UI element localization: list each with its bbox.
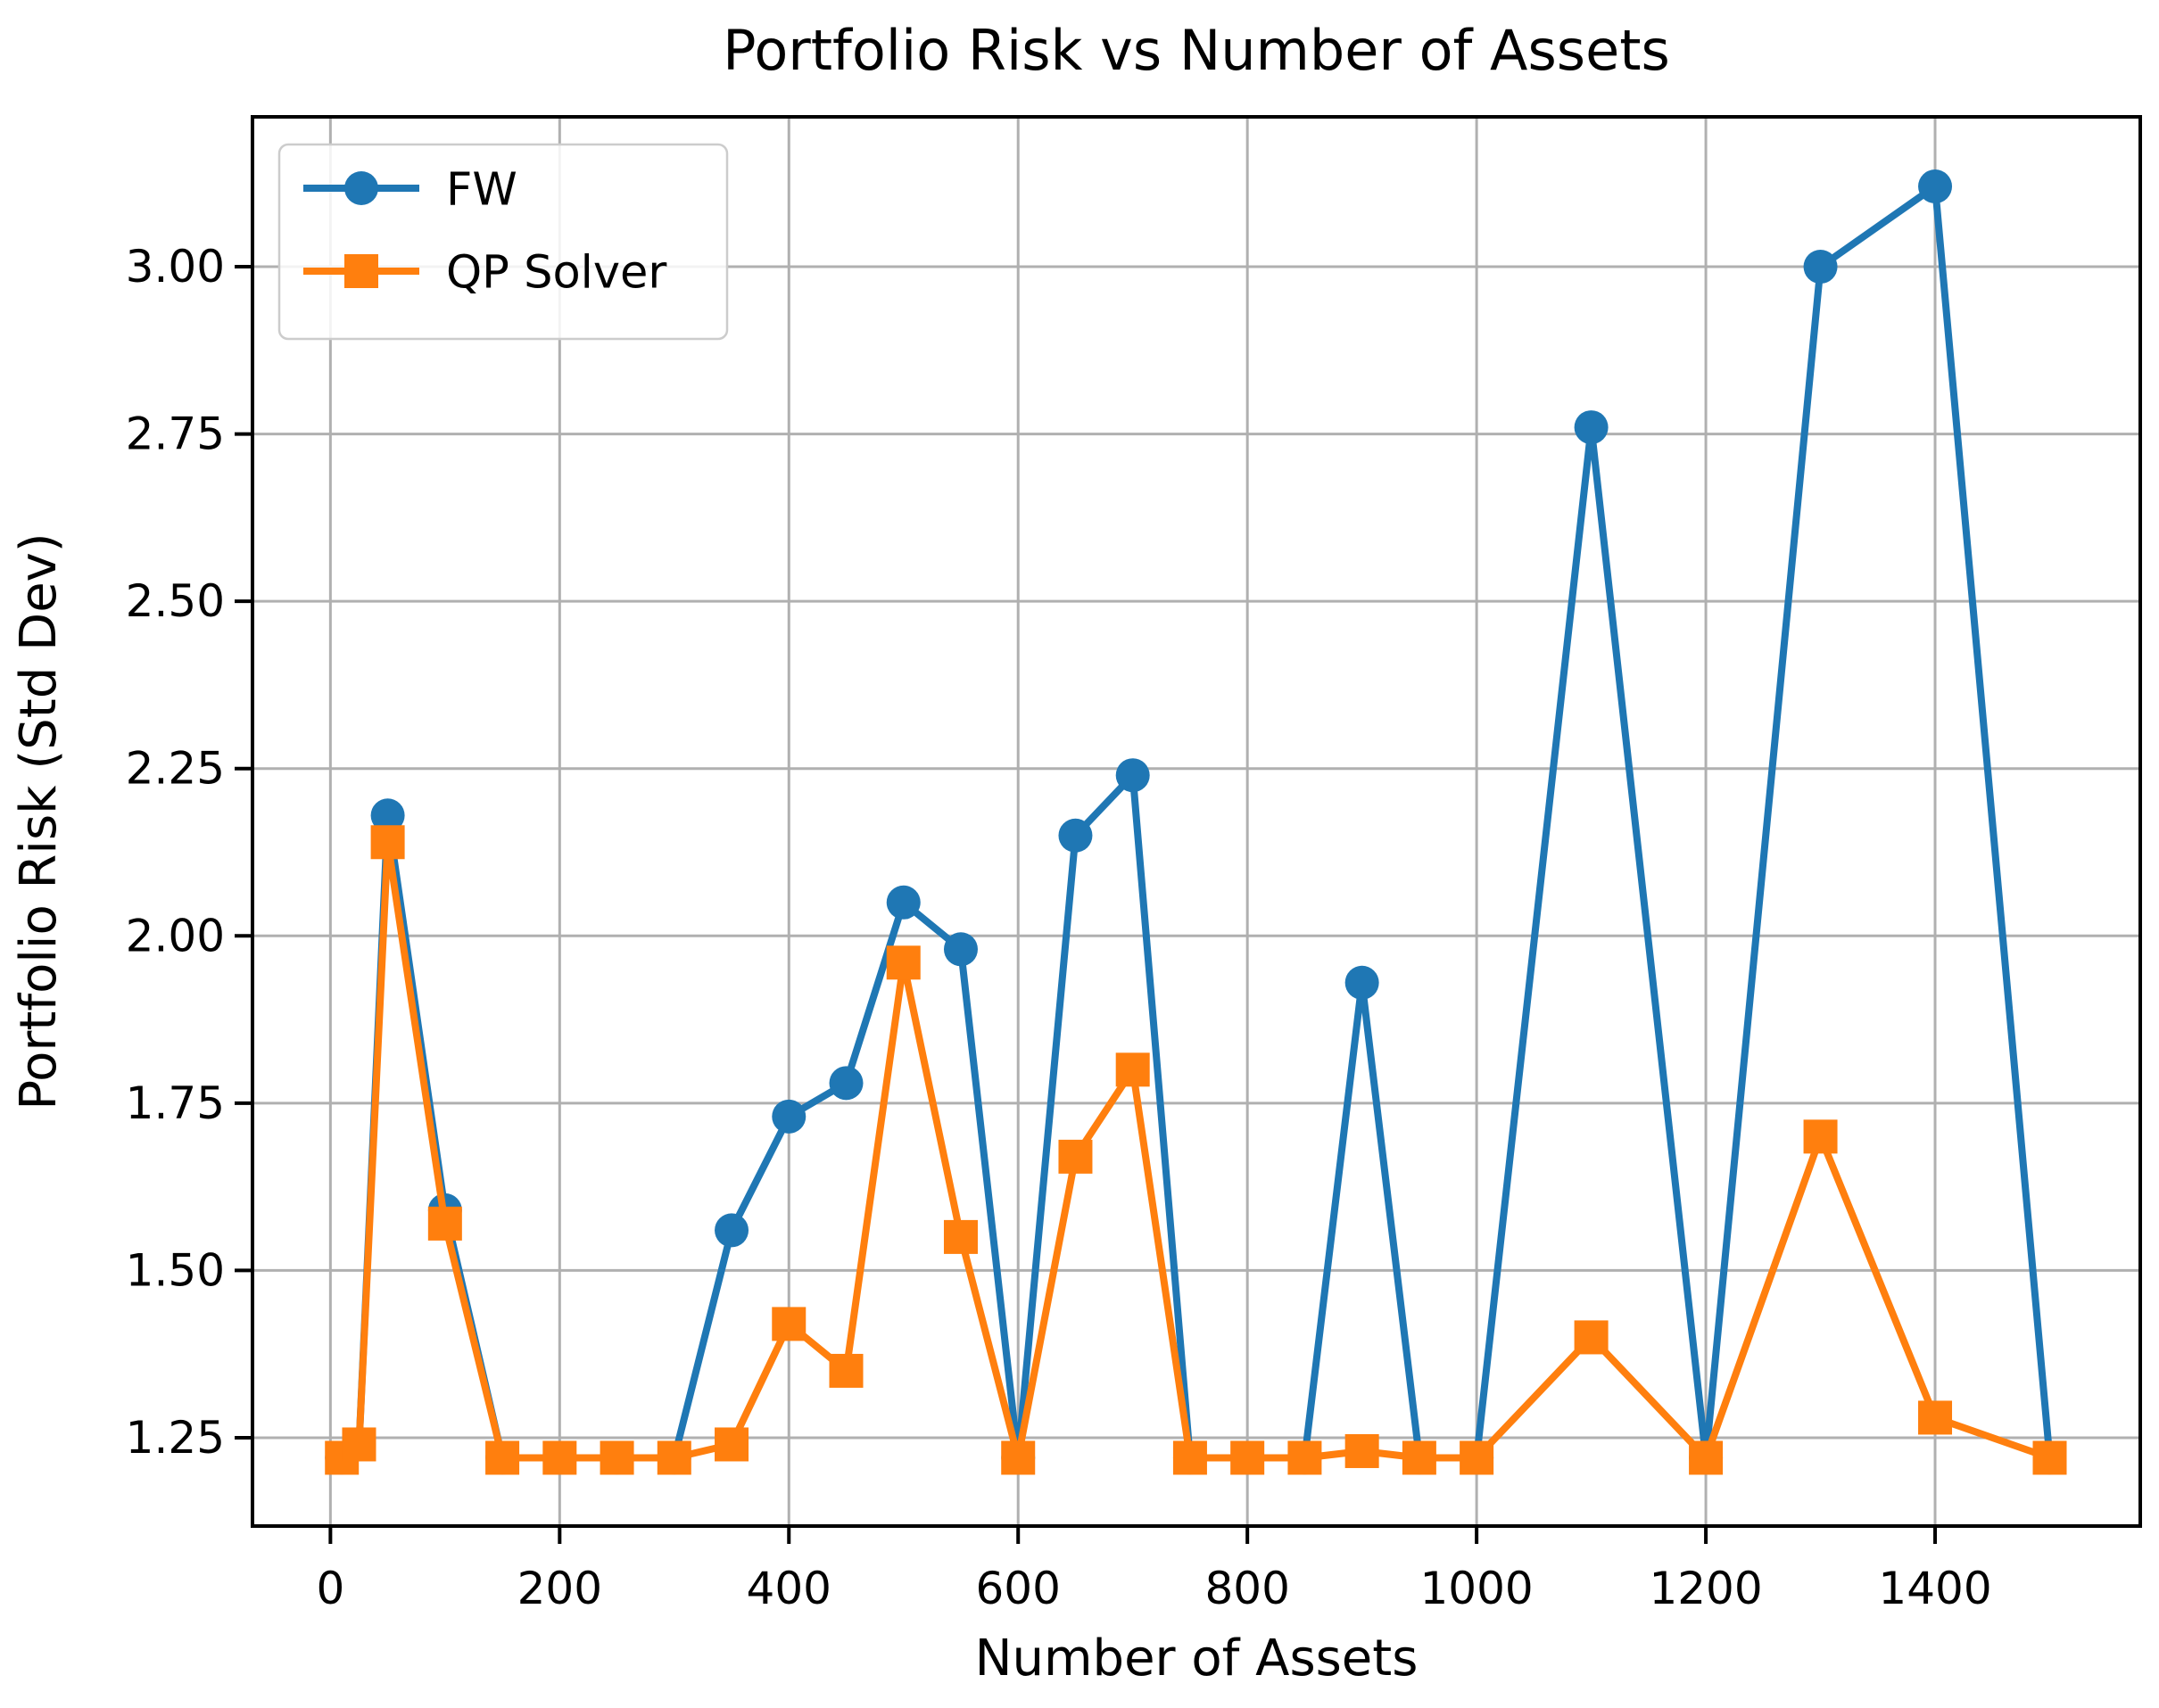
plot-border [251, 115, 2142, 1528]
data-point-square [829, 1353, 864, 1388]
data-point-square [600, 1440, 634, 1475]
y-tick-label: 2.50 [126, 575, 225, 627]
y-tick-label: 1.25 [126, 1412, 225, 1464]
x-tick-label: 800 [1204, 1563, 1289, 1614]
data-point-circle [1115, 758, 1150, 793]
data-point-square [1287, 1440, 1322, 1475]
data-point-square [1689, 1440, 1724, 1475]
data-series [325, 169, 2067, 1475]
data-point-square [886, 945, 921, 980]
data-point-square [715, 1427, 749, 1462]
x-tick-label: 600 [976, 1563, 1061, 1614]
data-point-square [342, 1427, 376, 1462]
legend-label-fw: FW [446, 164, 517, 217]
legend-frame [277, 143, 729, 341]
x-tick-label: 200 [517, 1563, 602, 1614]
data-point-circle [1344, 965, 1379, 1000]
legend-sample-marker-circle [344, 171, 378, 205]
y-tick-label: 2.75 [126, 408, 225, 460]
data-point-square [1803, 1119, 1838, 1154]
data-point-square [1344, 1433, 1379, 1468]
data-point-square [772, 1307, 807, 1341]
y-tick-label: 1.50 [126, 1244, 225, 1296]
data-point-square [943, 1219, 978, 1254]
x-tick-label: 1400 [1878, 1563, 1991, 1614]
data-point-circle [1803, 250, 1838, 285]
data-point-square [1402, 1440, 1436, 1475]
data-point-square [370, 825, 405, 860]
data-point-square [1001, 1440, 1036, 1475]
data-point-square [485, 1440, 520, 1475]
legend-sample-marker-square [344, 254, 378, 288]
data-point-circle [829, 1066, 864, 1101]
data-point-square [1230, 1440, 1265, 1475]
legend-label-qp: QP Solver [446, 247, 666, 300]
legend: FW QP Solver [277, 143, 729, 341]
data-point-square [427, 1206, 462, 1241]
data-point-square [1918, 1400, 1953, 1435]
x-tick-label: 1200 [1649, 1563, 1762, 1614]
data-point-circle [370, 798, 405, 833]
data-point-square [1172, 1440, 1207, 1475]
data-point-square [1115, 1052, 1150, 1087]
data-point-circle [886, 885, 921, 920]
data-point-square [542, 1440, 577, 1475]
data-point-circle [1918, 169, 1953, 204]
data-point-circle [1058, 818, 1093, 853]
gridlines [252, 117, 2140, 1526]
data-point-square [1460, 1440, 1494, 1475]
data-point-circle [772, 1099, 807, 1134]
y-tick-label: 2.00 [126, 910, 225, 961]
x-axis-label: Number of Assets [975, 1630, 1419, 1687]
y-axis-label: Portfolio Risk (Std Dev) [10, 532, 68, 1110]
axes: 0 200 400 600 800 1000 1200 1400 1.25 1.50 1.75 2.0… [126, 115, 2142, 1614]
chart-title: Portfolio Risk vs Number of Assets [723, 18, 1670, 83]
data-point-square [2032, 1440, 2067, 1475]
y-tick-label: 1.75 [126, 1077, 225, 1129]
series-line-0 [339, 183, 2054, 1462]
data-point-square [1058, 1139, 1093, 1174]
data-point-circle [715, 1213, 749, 1248]
data-point-circle [943, 932, 978, 967]
y-tick-label: 3.00 [126, 241, 225, 293]
data-point-square [657, 1440, 691, 1475]
x-tick-label: 1000 [1419, 1563, 1533, 1614]
data-point-circle [1574, 410, 1609, 445]
x-tick-label: 0 [316, 1563, 344, 1614]
data-point-square [1574, 1320, 1609, 1355]
y-tick-label: 2.25 [126, 743, 225, 795]
x-tick-label: 400 [747, 1563, 831, 1614]
